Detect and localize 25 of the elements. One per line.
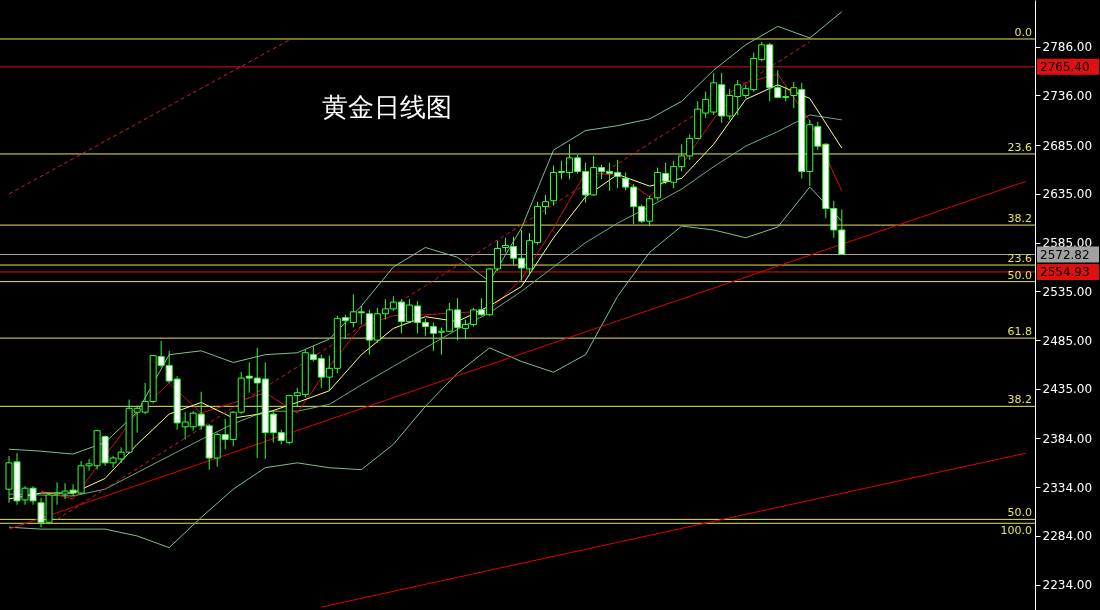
y-tick-label: 2384.00 bbox=[1042, 432, 1093, 446]
ref-line-label: 2765.40 bbox=[1040, 59, 1090, 74]
annotation: 50.0 bbox=[1007, 268, 1032, 282]
annotation: 38.2 bbox=[1007, 212, 1032, 226]
annotation: 100.0 bbox=[1000, 524, 1032, 538]
y-tick-label: 2635.00 bbox=[1042, 187, 1093, 202]
y-tick-label: 2736.00 bbox=[1042, 89, 1093, 103]
y-tick-label: 2535.00 bbox=[1042, 284, 1093, 299]
text: 黄金日线图 bbox=[322, 92, 452, 122]
annotation: 38.2 bbox=[1007, 393, 1032, 407]
annotation: 23.6 bbox=[1007, 140, 1032, 154]
y-tick-label: 2334.00 bbox=[1042, 480, 1093, 495]
annotation: 23.6 bbox=[1007, 252, 1032, 266]
annotation: 61.8 bbox=[1007, 325, 1032, 339]
y-tick-label: 2234.00 bbox=[1042, 578, 1093, 593]
annotation: 50.0 bbox=[1007, 506, 1032, 520]
ref-line-label: 2554.93 bbox=[1040, 264, 1090, 279]
line-series bbox=[8, 186, 843, 549]
annotation: 0.0 bbox=[1014, 25, 1032, 39]
y-tick-label: 2284.00 bbox=[1042, 529, 1093, 544]
y-tick-label: 2786.00 bbox=[1042, 40, 1093, 55]
y-tick-label: 2485.00 bbox=[1042, 333, 1093, 348]
y-tick-label: 2685.00 bbox=[1042, 138, 1093, 153]
y-tick-label: 2435.00 bbox=[1042, 382, 1093, 397]
line-series bbox=[8, 11, 843, 455]
